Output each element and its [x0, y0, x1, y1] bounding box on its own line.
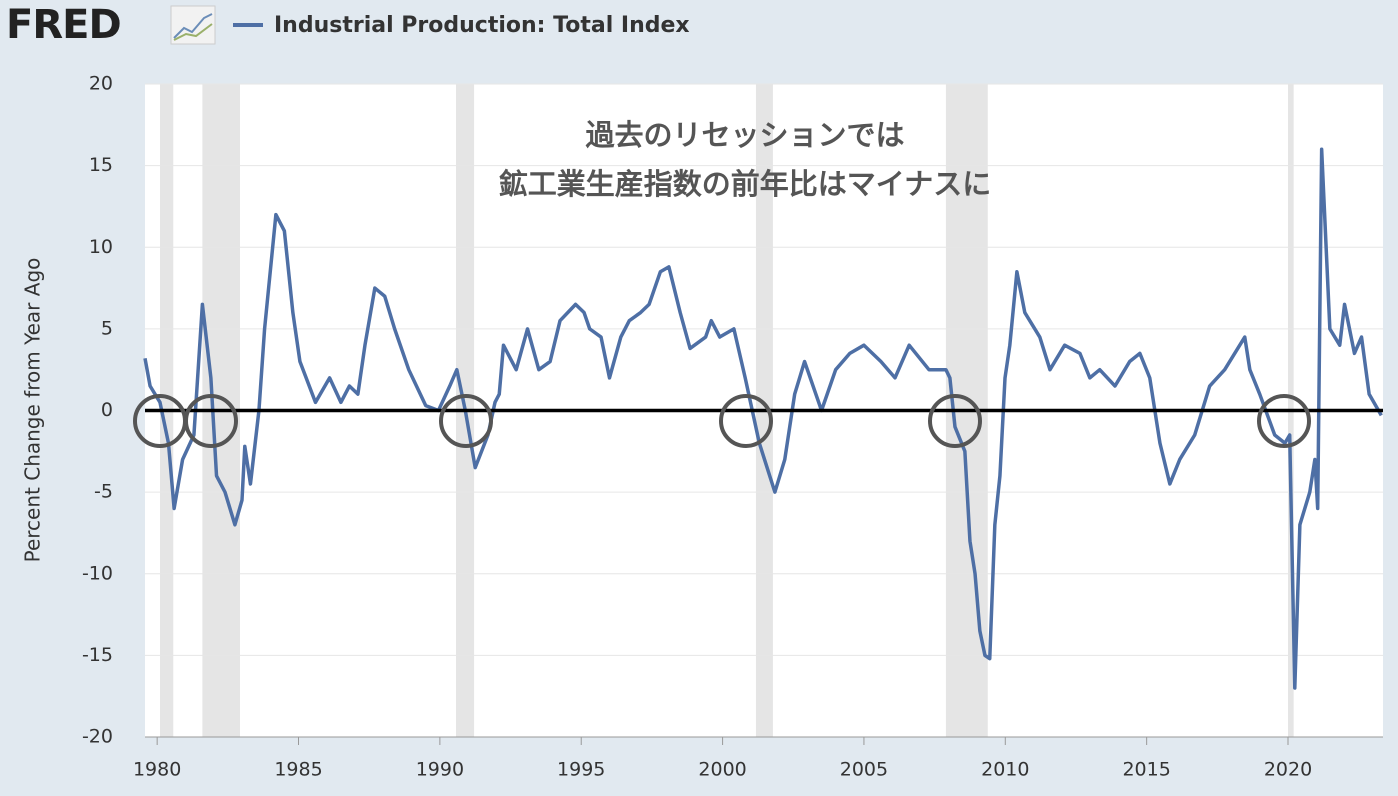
y-tick-label: 10: [89, 236, 113, 258]
y-tick-label: 5: [101, 317, 113, 339]
annotation: 過去のリセッションでは: [585, 118, 904, 152]
y-tick-label: 0: [101, 399, 113, 421]
x-tick-label: 1990: [416, 759, 464, 781]
x-tick-label: 2010: [981, 759, 1029, 781]
logo-icon: [170, 5, 216, 45]
x-tick-label: 1985: [274, 759, 322, 781]
x-tick-label: 2005: [840, 759, 888, 781]
annotation: 鉱工業生産指数の前年比はマイナスに: [499, 167, 991, 201]
y-tick-label: -5: [94, 481, 113, 503]
y-tick-label: -10: [82, 562, 113, 584]
legend-label: Industrial Production: Total Index: [274, 13, 690, 38]
x-tick-label: 1995: [557, 759, 605, 781]
x-tick-label: 2015: [1122, 759, 1170, 781]
y-axis-label: Percent Change from Year Ago: [21, 258, 45, 563]
y-tick-label: 15: [89, 154, 113, 176]
logo: FRED: [6, 2, 121, 48]
y-tick-label: -15: [82, 644, 113, 666]
x-tick-label: 1980: [133, 759, 181, 781]
highlight-circles: [133, 394, 1311, 448]
x-tick-label: 2020: [1264, 759, 1312, 781]
x-tick-label: 2000: [698, 759, 746, 781]
y-tick-label: 20: [89, 73, 113, 95]
y-tick-label: -20: [82, 726, 113, 748]
